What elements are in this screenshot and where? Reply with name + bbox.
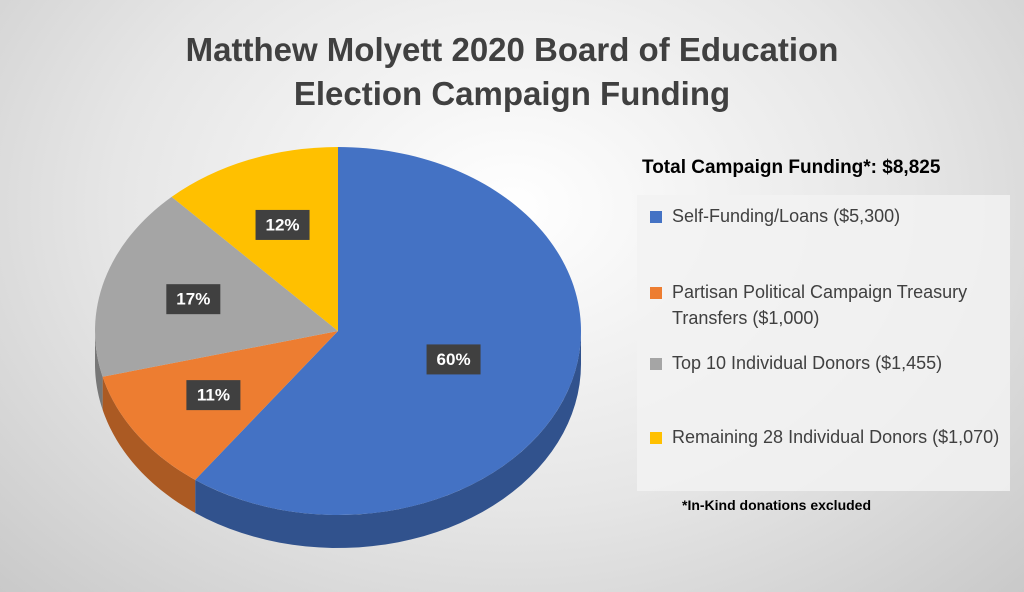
legend-swatch bbox=[650, 358, 662, 370]
legend-label: Self-Funding/Loans ($5,300) bbox=[672, 206, 901, 226]
legend-item: Partisan Political Campaign Treasury Tra… bbox=[650, 279, 1000, 331]
value-label-box bbox=[186, 380, 241, 411]
value-label: 60% bbox=[437, 350, 471, 369]
legend bbox=[637, 195, 1010, 491]
value-label-box bbox=[426, 344, 481, 375]
value-label: 12% bbox=[266, 215, 300, 234]
legend-item: Remaining 28 Individual Donors ($1,070) bbox=[650, 424, 1000, 450]
title-line: Matthew Molyett 2020 Board of Education bbox=[185, 31, 839, 68]
slice-side bbox=[102, 376, 196, 513]
legend-label: Top 10 Individual Donors ($1,455) bbox=[672, 353, 943, 373]
slice-side bbox=[195, 331, 581, 548]
slice bbox=[195, 147, 581, 515]
legend-label: Partisan Political Campaign Treasury Tra… bbox=[672, 282, 968, 328]
legend-item: Top 10 Individual Donors ($1,455) bbox=[650, 350, 1000, 376]
legend-swatch bbox=[650, 211, 662, 223]
value-label: 11% bbox=[197, 386, 230, 405]
title-line: Election Campaign Funding bbox=[293, 75, 731, 112]
chart-title: Matthew Molyett 2020 Board of Education … bbox=[0, 28, 1024, 116]
legend-swatch bbox=[650, 432, 662, 444]
legend-item: Self-Funding/Loans ($5,300) bbox=[650, 203, 1000, 229]
value-label-box bbox=[166, 284, 221, 315]
slice bbox=[171, 147, 338, 331]
value-label: 17% bbox=[176, 290, 210, 309]
legend-swatch bbox=[650, 287, 662, 299]
legend-label: Remaining 28 Individual Donors ($1,070) bbox=[672, 427, 1000, 447]
subtitle: Total Campaign Funding*: $8,825 bbox=[642, 157, 941, 178]
value-label-box bbox=[255, 209, 310, 240]
footnote: *In-Kind donations excluded bbox=[682, 497, 872, 513]
slice-side bbox=[95, 331, 103, 410]
